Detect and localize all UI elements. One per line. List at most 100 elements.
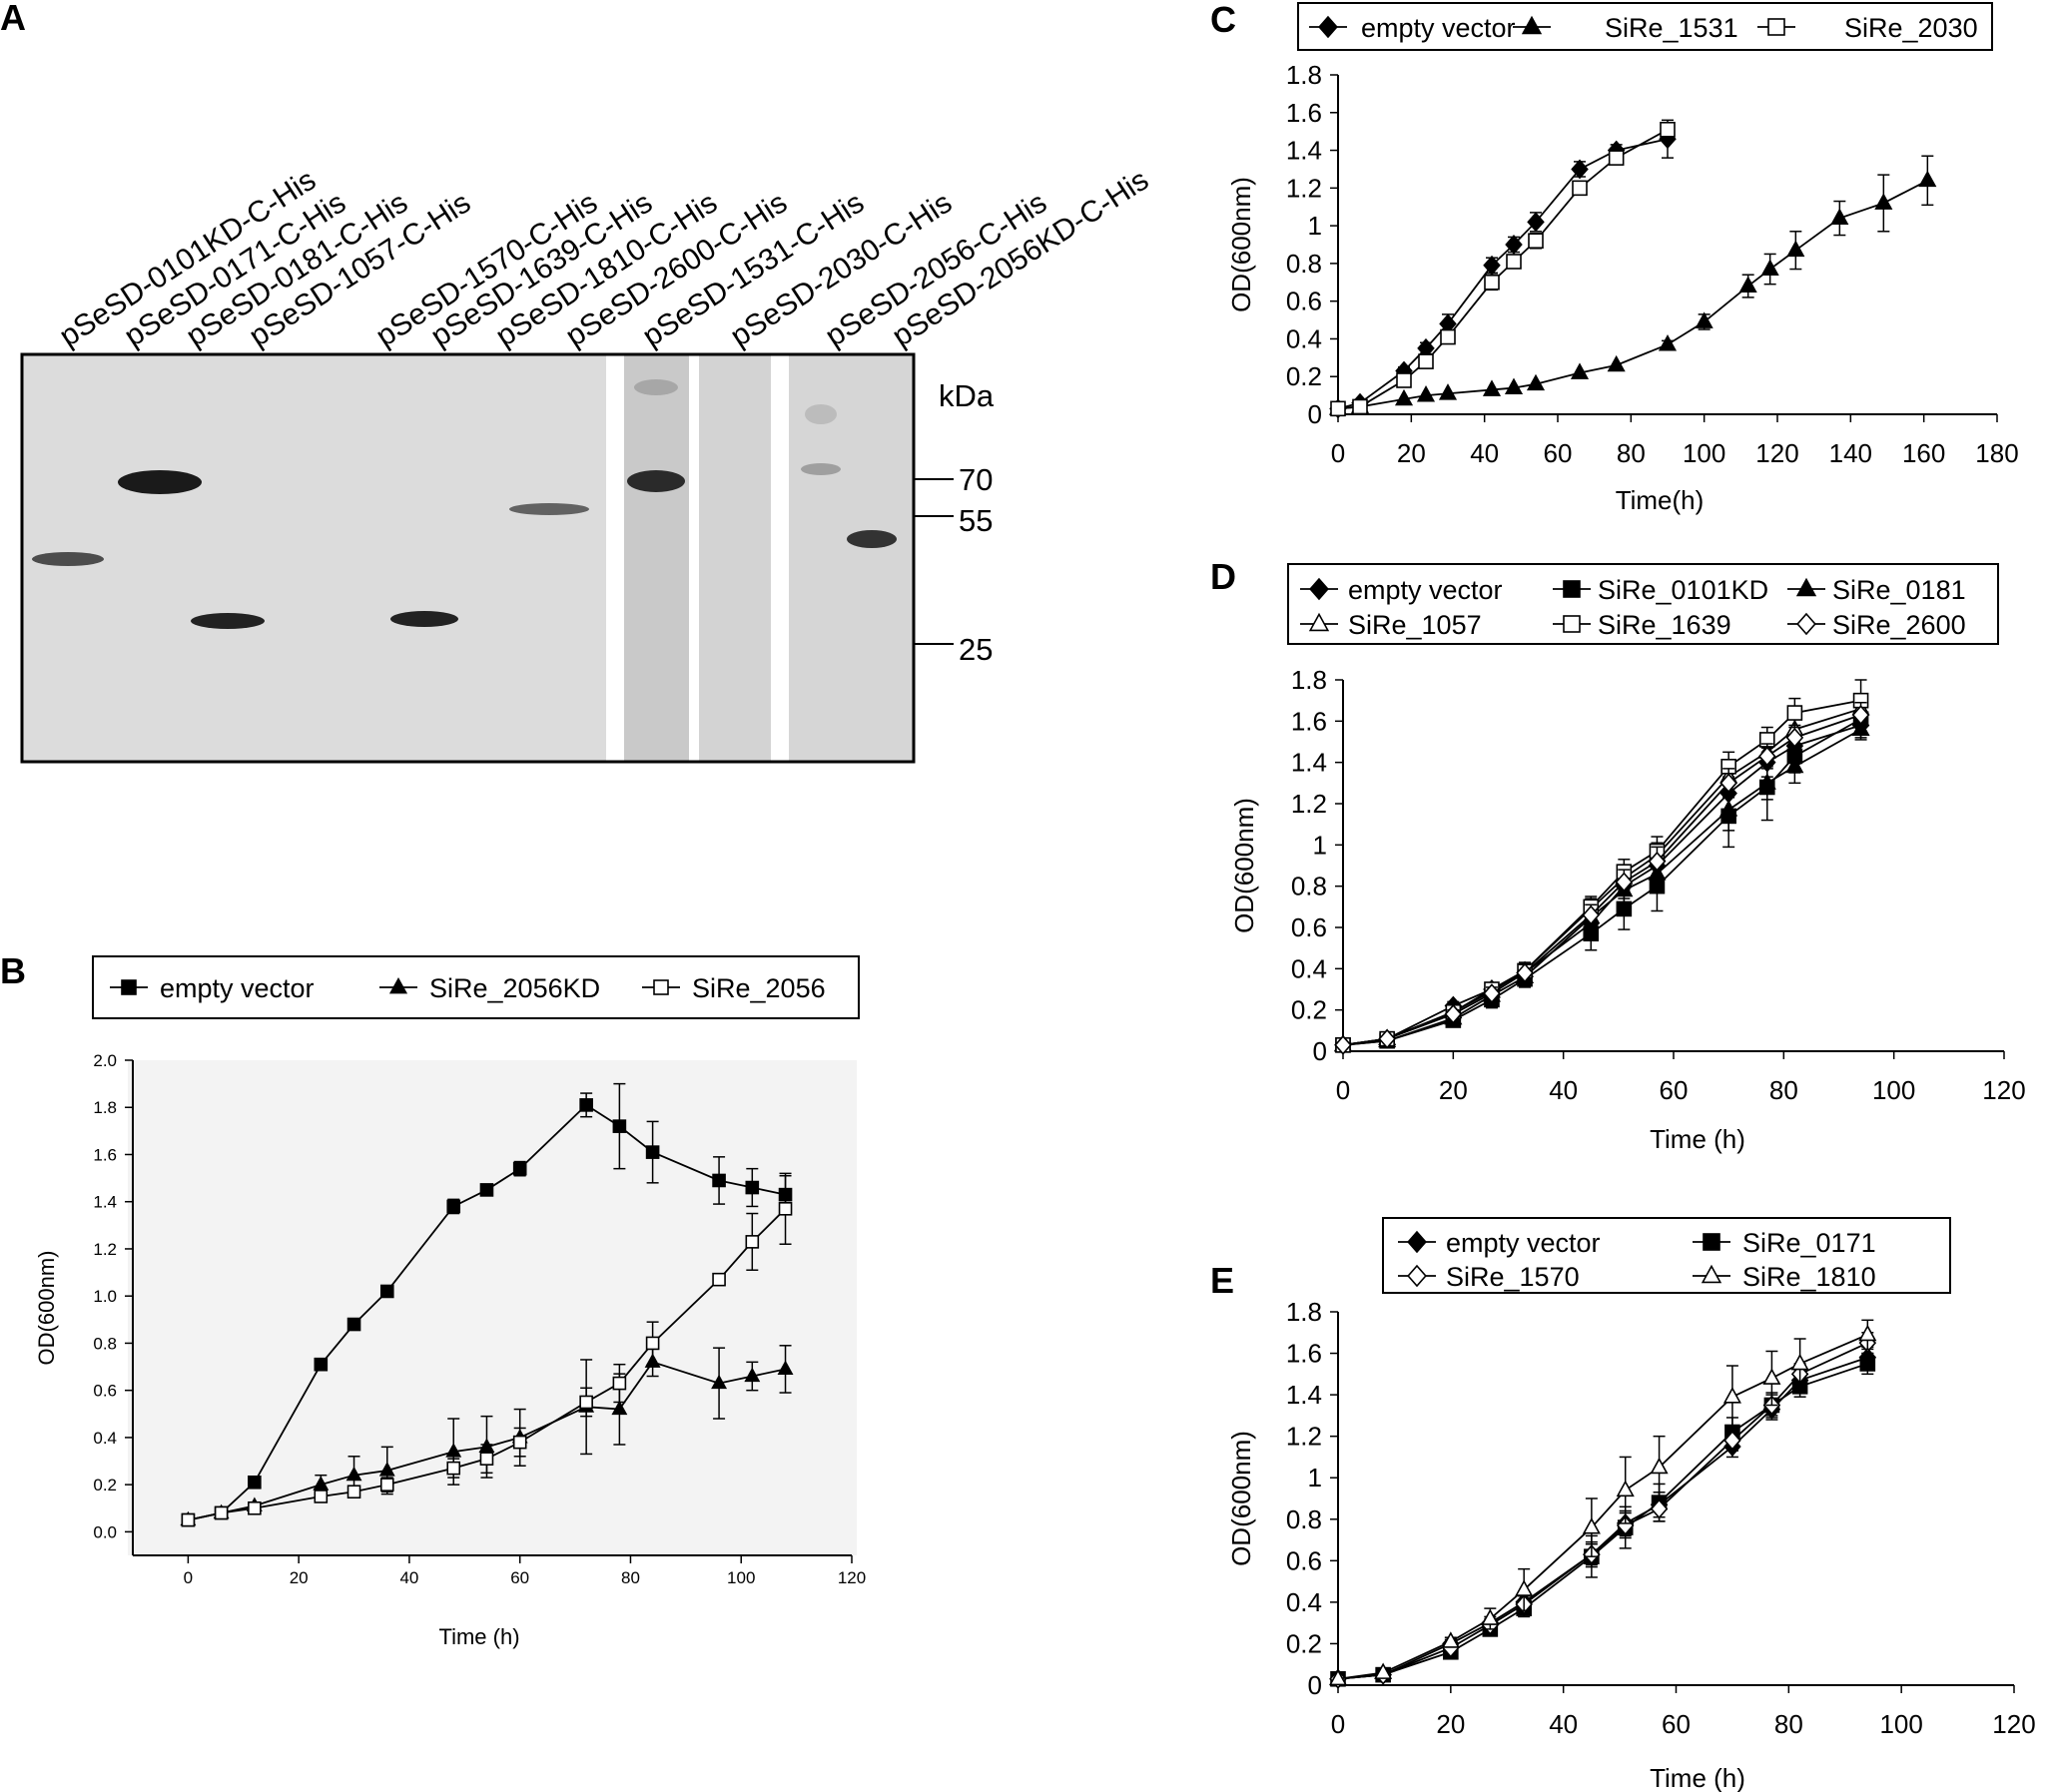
panel-e-series-sire-1810 <box>1328 1319 1877 1686</box>
panel-d-sire-2600-point <box>1719 773 1737 794</box>
panel-d-y-tick-label: 0.4 <box>1291 953 1327 983</box>
panel-d-sire-0181-point <box>1757 773 1776 790</box>
panel-d-legend-marker-sire-1639 <box>1563 615 1581 633</box>
panel-d-x-tick-label: 80 <box>1769 1075 1798 1105</box>
panel-e-x-tick-label: 60 <box>1662 1709 1691 1739</box>
panel-b-legend-marker-sire-2056 <box>653 979 669 995</box>
panel-c-empty-vector-point <box>1571 159 1589 180</box>
panel-b-empty-vector-point <box>346 1317 361 1332</box>
panel-b-sire-2056-point <box>446 1461 461 1476</box>
band-1531-upper <box>634 379 678 395</box>
panel-e-series-empty-vector <box>1329 1346 1877 1689</box>
panel-letter-b: B <box>0 950 26 991</box>
panel-c-legend-marker-sire-1531 <box>1521 15 1543 35</box>
panel-b-empty-vector-point <box>745 1180 760 1195</box>
panel-b-empty-vector-point <box>612 1119 627 1133</box>
panel-d-y-tick-label: 1.2 <box>1291 789 1327 819</box>
panel-b-sire-2056-point <box>745 1235 760 1249</box>
panel-d-y-tick-label: 0.6 <box>1291 912 1327 942</box>
panel-d-x-tick-label: 120 <box>1982 1075 2025 1105</box>
panel-b-y-tick-label: 1.8 <box>93 1098 117 1117</box>
panel-e-y-tick-label: 0 <box>1308 1670 1322 1700</box>
panel-e-x-tick-label: 0 <box>1331 1709 1345 1739</box>
panel-c-series-sire-2030 <box>1330 121 1676 417</box>
panel-d-sire-1639-point <box>1786 705 1803 721</box>
panel-e-x-tick-label: 120 <box>1992 1709 2035 1739</box>
panel-d-sire-2600-point <box>1334 1034 1352 1055</box>
panel-d-legend-marker-sire-0101kd <box>1563 580 1581 598</box>
panel-e-sire-1570-point <box>1723 1430 1741 1451</box>
panel-c-sire-1531-point <box>1658 334 1678 351</box>
panel-b-sire-2056-point <box>214 1505 229 1520</box>
panel-b-sire-2056-point <box>778 1202 793 1216</box>
panel-e-x-tick-label: 20 <box>1436 1709 1465 1739</box>
panel-e-sire-1810-point <box>1481 1608 1500 1625</box>
panel-c-sire-1531-point <box>1416 385 1436 402</box>
panel-e-sire-1810-point <box>1441 1631 1460 1648</box>
panel-e-growth-chart: 0 20 40 60 80 100 120 0 0.2 0.4 0.6 0.8 1 1.2 1.4 1.6 1.… <box>1226 1217 2036 1792</box>
panel-c-sire-1531-point <box>1438 383 1458 400</box>
panel-letter-d: D <box>1210 556 1236 597</box>
panel-c-sire-1531-point <box>1874 193 1893 210</box>
panel-e-x-tick-label: 80 <box>1774 1709 1803 1739</box>
panel-e-sire-1810-point <box>1616 1480 1635 1497</box>
band-0181 <box>118 470 202 494</box>
panel-letter-c: C <box>1210 0 1236 40</box>
panel-c-legend-marker-sire-2030 <box>1767 18 1785 36</box>
panel-c-x-tick-label: 100 <box>1683 438 1725 468</box>
blot-border <box>20 352 916 764</box>
panel-d-sire-1057-line <box>1342 708 1861 1046</box>
panel-d-growth-chart: 0 20 40 60 80 100 120 0 0.2 0.4 0.6 0.8 1 1.2 1.4 1.6 1.… <box>1229 563 2026 1154</box>
panel-c-sire-1531-point <box>1482 379 1502 396</box>
panel-c-y-tick-label: 1 <box>1308 211 1322 241</box>
panel-b-legend-box <box>92 955 860 1019</box>
panel-c-sire-1531-point <box>1738 276 1757 293</box>
panel-d-y-axis-label: OD(600nm) <box>1229 798 1259 933</box>
panel-c-sire-2030-point <box>1418 353 1434 369</box>
panel-c-y-tick-label: 1.8 <box>1286 60 1322 90</box>
panel-e-y-tick-label: 0.4 <box>1286 1587 1322 1617</box>
panel-c-sire-1531-point <box>1695 311 1713 328</box>
panel-e-y-tick-label: 1.8 <box>1286 1297 1322 1327</box>
panel-c-sire-1531-point <box>1504 377 1524 394</box>
panel-b-plot-background <box>128 1060 857 1555</box>
panel-c-y-tick-label: 0.6 <box>1286 287 1322 316</box>
panel-d-legend-label-sire-0101kd: SiRe_0101KD <box>1598 575 1768 605</box>
panel-c-x-tick-label: 180 <box>1975 438 2018 468</box>
panel-b-sire-2056kd-point <box>611 1400 628 1416</box>
panel-e-legend-marker-empty-vector <box>1407 1230 1427 1254</box>
panel-c-sire-1531-point <box>1607 354 1626 372</box>
mw-unit-label: kDa <box>939 378 995 413</box>
panel-b-empty-vector-point <box>645 1145 660 1159</box>
panel-e-y-tick-label: 0.2 <box>1286 1628 1322 1658</box>
panel-e-sire-1810-point <box>1328 1668 1348 1686</box>
panel-c-empty-vector-point <box>1505 235 1523 255</box>
panel-b-sire-2056-point <box>181 1512 196 1527</box>
panel-c-y-tick-label: 1.2 <box>1286 173 1322 203</box>
panel-c-sire-1531-point <box>1570 362 1590 379</box>
panel-b-sire-2056-point <box>314 1490 329 1503</box>
panel-e-legend-label-sire-1570: SiRe_1570 <box>1446 1262 1580 1292</box>
panel-c-sire-2030-point <box>1330 400 1346 417</box>
panel-e-y-tick-label: 1 <box>1308 1463 1322 1493</box>
panel-c-x-tick-label: 160 <box>1902 438 1945 468</box>
band-1639 <box>390 611 458 627</box>
panel-e-sire-1810-point <box>1858 1324 1877 1342</box>
panel-c-legend-marker-empty-vector <box>1318 15 1338 39</box>
blot-gap-1 <box>606 354 624 762</box>
panel-e-sire-1810-point <box>1790 1353 1809 1371</box>
band-1057 <box>191 613 265 629</box>
panel-e-empty-vector-line <box>1337 1356 1868 1680</box>
panel-b-legend-label-empty-vector: empty vector <box>160 973 315 1003</box>
panel-b-empty-vector-point <box>512 1161 527 1176</box>
panel-c-legend-label-empty-vector: empty vector <box>1361 13 1516 43</box>
blot-strip-2030 <box>699 354 771 762</box>
panel-c-x-tick-label: 0 <box>1331 438 1345 468</box>
panel-e-sire-0171-line <box>1337 1363 1868 1680</box>
panel-e-y-tick-label: 1.6 <box>1286 1339 1322 1369</box>
panel-d-sire-0101kd-line <box>1342 718 1862 1046</box>
panel-c-y-axis-label: OD(600nm) <box>1226 177 1256 312</box>
panel-d-y-tick-label: 0.2 <box>1291 995 1327 1025</box>
panel-b-x-tick-label: 120 <box>838 1568 866 1587</box>
panel-d-series-sire-0101kd <box>1335 704 1869 1053</box>
